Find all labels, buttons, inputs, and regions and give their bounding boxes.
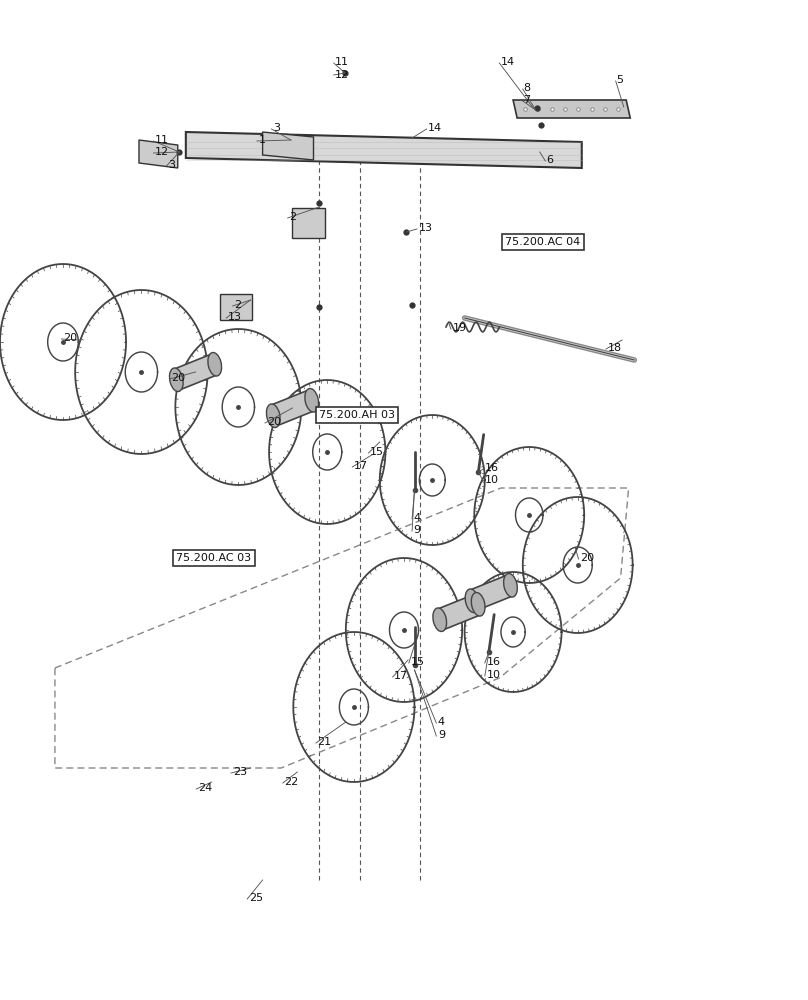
Polygon shape: [292, 208, 325, 238]
Text: 15: 15: [410, 657, 424, 667]
Polygon shape: [263, 132, 314, 160]
Text: 75.200.AC 03: 75.200.AC 03: [176, 553, 251, 563]
Text: 11: 11: [155, 135, 169, 145]
Ellipse shape: [465, 589, 479, 612]
Text: 18: 18: [608, 343, 621, 353]
Text: 17: 17: [354, 461, 368, 471]
Text: 3: 3: [168, 160, 175, 170]
Text: 14: 14: [428, 123, 442, 133]
Polygon shape: [220, 294, 252, 320]
Text: 21: 21: [318, 737, 331, 747]
Text: 4: 4: [414, 513, 421, 523]
Ellipse shape: [471, 593, 485, 616]
Text: 24: 24: [198, 783, 213, 793]
Bar: [437, 594, 481, 630]
Text: 17: 17: [394, 671, 408, 681]
Text: 7: 7: [524, 95, 531, 105]
Polygon shape: [513, 100, 630, 118]
Text: 14: 14: [501, 57, 515, 67]
Text: 20: 20: [580, 553, 594, 563]
Text: 2: 2: [234, 300, 242, 310]
Text: 16: 16: [485, 463, 499, 473]
Text: 23: 23: [233, 767, 246, 777]
Text: 6: 6: [546, 155, 553, 165]
Text: 4: 4: [438, 717, 445, 727]
Ellipse shape: [208, 353, 221, 376]
Text: 9: 9: [438, 730, 445, 740]
Text: 75.200.AC 04: 75.200.AC 04: [505, 237, 580, 247]
Text: 22: 22: [284, 777, 299, 787]
Text: 12: 12: [335, 70, 349, 80]
Ellipse shape: [267, 404, 280, 427]
Bar: [174, 354, 217, 390]
Text: 20: 20: [267, 417, 280, 427]
Text: 8: 8: [524, 83, 531, 93]
Bar: [469, 575, 513, 611]
Text: 2: 2: [289, 212, 297, 222]
Text: 15: 15: [370, 447, 384, 457]
Text: 20: 20: [171, 373, 185, 383]
Text: 20: 20: [63, 333, 77, 343]
Polygon shape: [186, 132, 582, 168]
Text: 5: 5: [617, 75, 624, 85]
Text: 13: 13: [419, 223, 432, 233]
Text: 10: 10: [486, 670, 500, 680]
Polygon shape: [139, 140, 178, 168]
Text: 9: 9: [414, 525, 421, 535]
Text: 12: 12: [155, 147, 169, 157]
Text: 75.200.AH 03: 75.200.AH 03: [319, 410, 395, 420]
Ellipse shape: [305, 389, 318, 412]
Text: 10: 10: [485, 475, 499, 485]
Text: 11: 11: [335, 57, 349, 67]
Bar: [271, 390, 314, 426]
Text: 25: 25: [249, 893, 263, 903]
Ellipse shape: [503, 574, 517, 597]
Text: 19: 19: [452, 323, 466, 333]
Text: 1: 1: [259, 135, 266, 145]
Text: 13: 13: [228, 312, 242, 322]
Ellipse shape: [170, 368, 183, 391]
Text: 3: 3: [273, 123, 280, 133]
Text: 16: 16: [486, 657, 500, 667]
Ellipse shape: [433, 608, 447, 631]
